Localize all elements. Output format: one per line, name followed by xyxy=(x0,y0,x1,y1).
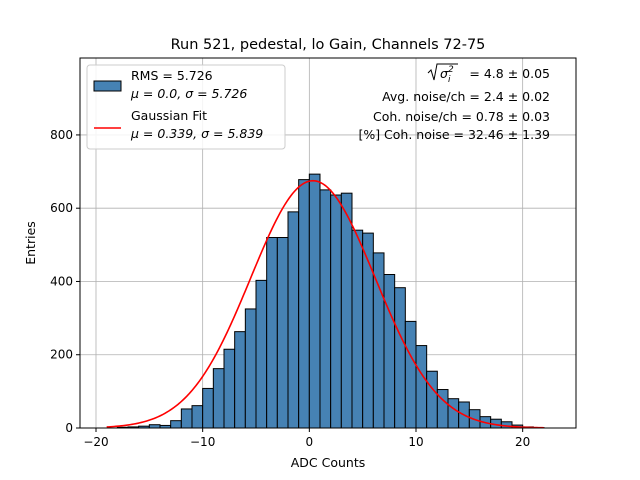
y-tick-label: 400 xyxy=(50,274,73,288)
y-axis-label: Entries xyxy=(23,221,38,265)
histogram-bar xyxy=(234,331,246,429)
histogram-bar xyxy=(223,348,236,429)
histogram-bar xyxy=(191,405,204,429)
histogram-bar xyxy=(244,308,257,429)
y-tick-label: 0 xyxy=(65,421,73,435)
x-axis-ticks: −20 −10 0 10 20 xyxy=(83,428,530,449)
svg-text:σ: σ xyxy=(440,66,449,81)
legend-fit-label: Gaussian Fit xyxy=(131,108,207,123)
histogram-bar xyxy=(202,387,214,429)
histogram-bar xyxy=(287,211,300,429)
histogram-bar xyxy=(330,194,342,429)
coh-noise-label: Coh. noise/ch = 0.78 ± 0.03 xyxy=(373,109,550,124)
legend-histogram-label: RMS = 5.726 xyxy=(131,68,213,83)
legend-histogram-stats: μ = 0.0, σ = 5.726 xyxy=(130,86,247,101)
svg-text:2: 2 xyxy=(448,65,454,75)
histogram-bar xyxy=(426,370,438,429)
pct-coh-noise-label: [%] Coh. noise = 32.46 ± 1.39 xyxy=(358,127,550,142)
histogram-bars xyxy=(116,173,545,429)
avg-noise-label: Avg. noise/ch = 2.4 ± 0.02 xyxy=(382,89,550,104)
gaussian-fit-curve xyxy=(106,179,545,429)
histogram-bar xyxy=(298,179,310,429)
y-tick-label: 200 xyxy=(50,348,73,362)
histogram-bar xyxy=(394,287,406,429)
plot-frame xyxy=(79,57,577,429)
histogram-bar xyxy=(170,420,182,429)
histogram-bar xyxy=(308,173,321,429)
legend-box xyxy=(86,64,286,150)
y-tick-label: 600 xyxy=(50,201,73,215)
y-axis-ticks: 0 200 400 600 800 xyxy=(50,128,80,435)
x-tick-label: −10 xyxy=(190,435,215,449)
x-axis-label: ADC Counts xyxy=(291,455,366,470)
svg-text:i: i xyxy=(448,75,451,85)
histogram-bar xyxy=(212,368,225,429)
sigma-value-label: = 4.8 ± 0.05 xyxy=(469,66,550,81)
legend: RMS = 5.726 μ = 0.0, σ = 5.726 Gaussian … xyxy=(86,64,286,150)
stats-annotations: σ 2 i = 4.8 ± 0.05 Avg. noise/ch = 2.4 ±… xyxy=(358,63,550,142)
sigma-sqrt-symbol: σ 2 i xyxy=(427,63,458,85)
histogram-bar xyxy=(266,237,278,429)
x-tick-label: 10 xyxy=(408,435,423,449)
histogram-bar xyxy=(255,279,268,429)
histogram-bar xyxy=(404,320,417,429)
histogram-bar xyxy=(415,345,428,429)
histogram-bar xyxy=(447,398,460,429)
histogram-bar xyxy=(383,274,396,429)
x-tick-label: 0 xyxy=(306,435,314,449)
histogram-bar xyxy=(276,237,289,429)
histogram-bar xyxy=(319,189,332,429)
histogram-bar xyxy=(351,229,364,429)
x-tick-label: −20 xyxy=(83,435,108,449)
y-tick-label: 800 xyxy=(50,128,73,142)
histogram-bar xyxy=(180,408,193,429)
chart-title: Run 521, pedestal, lo Gain, Channels 72-… xyxy=(171,37,486,53)
legend-histogram-swatch xyxy=(93,80,122,92)
x-tick-label: 20 xyxy=(515,435,530,449)
histogram-bar xyxy=(340,192,353,429)
legend-fit-stats: μ = 0.339, σ = 5.839 xyxy=(130,126,263,141)
